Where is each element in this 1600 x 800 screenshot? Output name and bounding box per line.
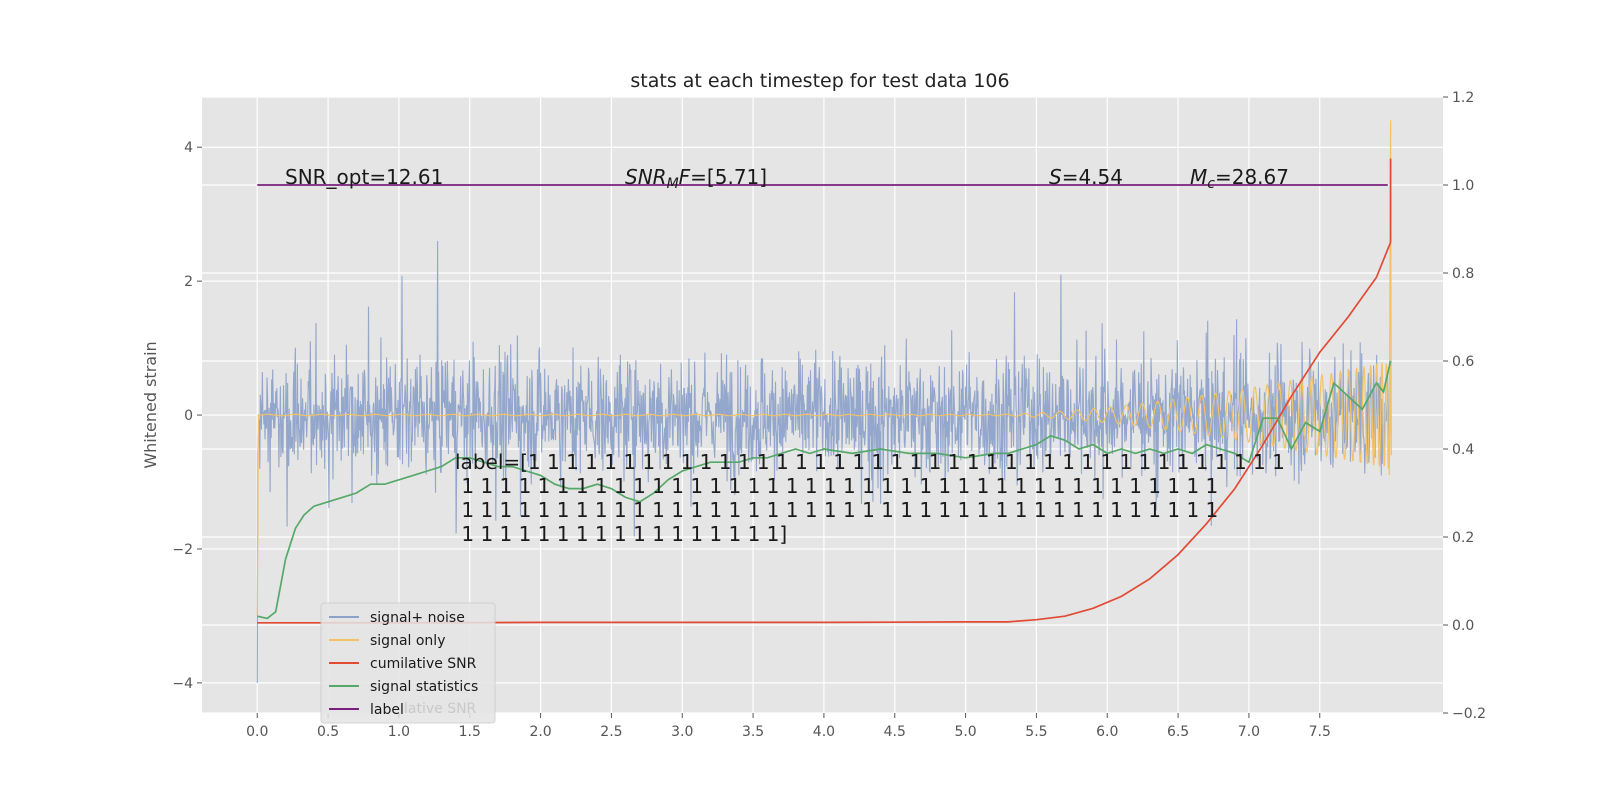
x-tick-label: 2.0 [529, 724, 551, 740]
y-axis-right: 1.2 1.0 0.8 0.6 0.4 0.2 0.0 −0.2 [1443, 90, 1486, 722]
annotation-mc: Mc=28.67 [1190, 165, 1289, 192]
y2-tick-label: 0.0 [1452, 618, 1474, 634]
x-tick-label: 4.0 [813, 724, 835, 740]
legend-label-signal-only: signal only [370, 633, 445, 649]
annotation-mc-sub: c [1207, 176, 1215, 192]
series-signal-only [256, 120, 1392, 616]
annotation-mc-symbol: M [1190, 165, 1207, 189]
annotation-snr-mf-value: =[5.71] [690, 165, 767, 189]
y-tick-label: −2 [172, 542, 193, 558]
legend-label-signal-statistics: signal statistics [370, 679, 478, 695]
series-line-signal-only [256, 120, 1392, 616]
series-line-signal-noise [256, 240, 1392, 683]
x-tick-label: 5.5 [1025, 724, 1047, 740]
x-tick-label: 3.0 [671, 724, 693, 740]
x-tick-label: 6.5 [1167, 724, 1189, 740]
x-tick-label: 7.5 [1309, 724, 1331, 740]
x-tick-label: 0.5 [317, 724, 339, 740]
label-text-line: 1 1 1 1 1 1 1 1 1 1 1 1 1 1 1 1 1 1 1 1 … [455, 498, 1218, 522]
y-tick-label: 4 [184, 140, 193, 156]
legend-ghost-text: lative SNR [404, 701, 477, 717]
x-tick-label: 2.5 [600, 724, 622, 740]
legend-label-label: label [370, 702, 404, 718]
series-signal-noise [256, 240, 1392, 683]
y-tick-label: 0 [184, 408, 193, 424]
annotation-snr-mf-sub: M [667, 176, 679, 192]
annotation-snr-mf: SNRMF=[5.71] [625, 165, 767, 192]
y2-tick-label: 0.2 [1452, 530, 1474, 546]
right-axis-series [257, 158, 1392, 624]
x-tick-label: 5.0 [954, 724, 976, 740]
annotation-snr-mf-main: SNR [625, 165, 667, 189]
y-axis-left: 4 2 0 −2 −4 [172, 140, 202, 692]
series-line-signal-statistics [257, 360, 1392, 620]
label-annotation: label=[1 1 1 1 1 1 1 1 1 1 1 1 1 1 1 1 1… [455, 450, 1285, 546]
annotation-snr-opt: SNR_opt=12.61 [285, 165, 443, 189]
annotation-mc-value: =28.67 [1215, 165, 1289, 189]
y-tick-label: −4 [172, 676, 193, 692]
annotation-snr-mf-f: F [679, 165, 691, 189]
y2-tick-label: 1.0 [1452, 178, 1474, 194]
x-tick-label: 3.5 [742, 724, 764, 740]
legend-label-signal-noise: signal+ noise [370, 610, 465, 626]
x-tick-label: 1.5 [459, 724, 481, 740]
y2-tick-label: 0.8 [1452, 266, 1474, 282]
chart-title: stats at each timestep for test data 106 [630, 70, 1009, 92]
label-text-line: label=[1 1 1 1 1 1 1 1 1 1 1 1 1 1 1 1 1… [455, 450, 1285, 474]
x-axis: 0.0 0.5 1.0 1.5 2.0 2.5 3.0 3.5 4.0 4.5 5.0 5.5 6.0 6… [246, 713, 1331, 740]
annotation-s-symbol: S [1049, 165, 1062, 189]
y-axis-label: Whitened strain [141, 341, 160, 468]
legend-box [320, 602, 496, 724]
y-tick-label: 2 [184, 274, 193, 290]
y2-tick-label: 0.6 [1452, 354, 1474, 370]
x-tick-label: 7.0 [1238, 724, 1260, 740]
x-tick-label: 0.0 [246, 724, 268, 740]
label-text-line: 1 1 1 1 1 1 1 1 1 1 1 1 1 1 1 1 1 1 1 1 … [455, 474, 1218, 498]
annotation-s-value: =4.54 [1062, 165, 1123, 189]
x-tick-label: 4.5 [884, 724, 906, 740]
x-tick-label: 1.0 [388, 724, 410, 740]
legend-label-cumilative-snr: cumilative SNR [370, 656, 477, 672]
annotation-s: S=4.54 [1049, 165, 1123, 189]
label-text-line: 1 1 1 1 1 1 1 1 1 1 1 1 1 1 1 1 1] [455, 522, 787, 546]
y2-tick-label: 0.4 [1452, 442, 1474, 458]
x-tick-label: 6.0 [1096, 724, 1118, 740]
y2-tick-label: −0.2 [1452, 706, 1486, 722]
legend: lative SNR signal+ noise signal only cumila… [320, 602, 496, 724]
y2-tick-label: 1.2 [1452, 90, 1474, 106]
series-line-cumilative-snr [257, 241, 1392, 624]
